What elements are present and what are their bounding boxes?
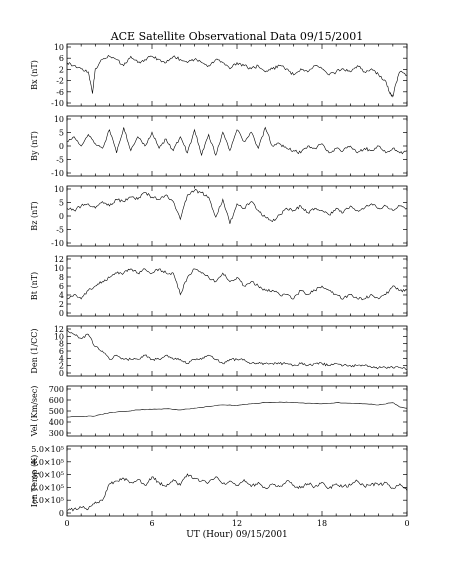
y-tick-label: 0 — [59, 309, 64, 318]
y-tick-label: 10 — [54, 264, 64, 273]
y-tick-label: 1.0×10⁵ — [31, 496, 64, 505]
data-series-line — [66, 329, 408, 371]
y-tick-label: 3.0×10⁵ — [31, 471, 64, 480]
y-tick-label: 5 — [59, 129, 64, 138]
data-series-line — [66, 55, 408, 98]
y-axis-label: Bx (nT) — [30, 60, 39, 90]
y-tick-label: -6 — [56, 88, 64, 97]
y-tick-label: 8 — [59, 273, 64, 282]
panels: 10 6 2 -2 -6 -10 Bx (nT) 10 5 0 -5 -10 By (nT) 10 5 0 -5… — [30, 43, 410, 528]
y-tick-label: 5.0×10⁵ — [31, 445, 64, 454]
y-tick-label: 500 — [49, 407, 64, 416]
y-tick-label: 6 — [59, 54, 64, 63]
y-tick-label: 4 — [59, 291, 64, 300]
y-tick-label: 0 — [59, 509, 64, 518]
y-tick-label: 10 — [54, 43, 64, 52]
panel-frame — [66, 325, 408, 377]
y-tick-label: 4 — [59, 354, 64, 363]
x-tick-label: 0 — [64, 519, 69, 528]
panel-frame — [66, 43, 408, 107]
x-tick-label: 6 — [149, 519, 154, 528]
data-series-line — [66, 189, 408, 224]
y-tick-label: 0 — [59, 142, 64, 151]
x-tick-label: 0 — [404, 519, 409, 528]
y-tick-label: 5 — [59, 199, 64, 208]
y-tick-label: 2.0×10⁵ — [31, 483, 64, 492]
y-tick-label: 600 — [49, 396, 64, 405]
y-tick-label: 2 — [59, 362, 64, 371]
y-axis-label: Den (1/CC) — [30, 328, 39, 373]
y-tick-label: -10 — [51, 239, 64, 248]
panel-frame — [66, 255, 408, 317]
y-tick-label: 10 — [54, 185, 64, 194]
y-axis-label: Bt (nT) — [30, 272, 39, 300]
y-tick-label: 6 — [59, 282, 64, 291]
x-axis-label: UT (Hour) 09/15/2001 — [186, 529, 288, 540]
y-tick-label: -5 — [56, 226, 64, 235]
y-axis-label: By (nT) — [30, 131, 39, 161]
y-tick-label: -5 — [56, 156, 64, 165]
panel-frame — [66, 385, 408, 437]
y-tick-label: 10 — [54, 332, 64, 341]
y-tick-label: 300 — [49, 429, 64, 438]
y-tick-label: 12 — [54, 255, 64, 264]
y-tick-label: 4.0×10⁵ — [31, 458, 64, 467]
y-tick-label: 400 — [49, 418, 64, 427]
data-series-line — [66, 268, 408, 301]
y-axis-label: Bz (nT) — [30, 201, 39, 230]
x-tick-label: 12 — [232, 519, 242, 528]
y-tick-label: -2 — [56, 77, 64, 86]
y-tick-label: 8 — [59, 340, 64, 349]
y-tick-label: 10 — [54, 115, 64, 124]
y-tick-label: 0 — [59, 369, 64, 378]
data-series-line — [66, 126, 408, 157]
y-axis-label: Ion Temp (K) — [30, 455, 39, 508]
y-tick-label: 2 — [59, 300, 64, 309]
y-axis-label: Vel (Km/sec) — [30, 386, 39, 438]
data-series-line — [66, 401, 407, 418]
y-tick-label: 2 — [59, 65, 64, 74]
data-series-line — [66, 473, 408, 512]
panel-frame — [66, 185, 408, 247]
y-tick-label: -10 — [51, 169, 64, 178]
x-tick-label: 18 — [317, 519, 327, 528]
y-tick-label: -10 — [51, 99, 64, 108]
y-tick-label: 6 — [59, 347, 64, 356]
y-tick-label: 0 — [59, 212, 64, 221]
y-tick-label: 700 — [49, 385, 64, 394]
y-tick-label: 12 — [54, 325, 64, 334]
chart-title: ACE Satellite Observational Data 09/15/2… — [110, 30, 364, 43]
